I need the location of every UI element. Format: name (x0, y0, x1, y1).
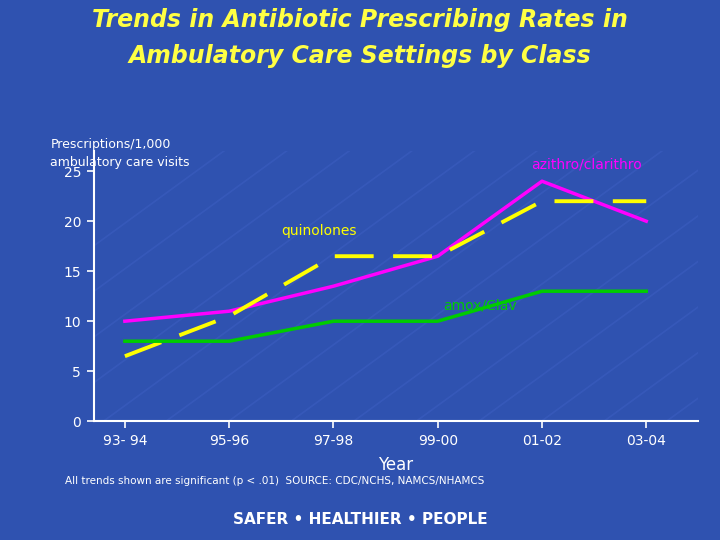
X-axis label: Year: Year (379, 456, 413, 474)
Text: quinolones: quinolones (282, 224, 357, 238)
Text: Ambulatory Care Settings by Class: Ambulatory Care Settings by Class (129, 44, 591, 68)
Text: All trends shown are significant (p < .01)  SOURCE: CDC/NCHS, NAMCS/NHAMCS: All trends shown are significant (p < .0… (65, 476, 484, 486)
Text: Prescriptions/1,000
ambulatory care visits: Prescriptions/1,000 ambulatory care visi… (50, 138, 190, 168)
Text: azithro/clarithro: azithro/clarithro (531, 157, 642, 171)
Text: SAFER • HEALTHIER • PEOPLE: SAFER • HEALTHIER • PEOPLE (233, 512, 487, 527)
Text: Trends in Antibiotic Prescribing Rates in: Trends in Antibiotic Prescribing Rates i… (92, 8, 628, 32)
Text: amox/Clav: amox/Clav (443, 298, 516, 312)
